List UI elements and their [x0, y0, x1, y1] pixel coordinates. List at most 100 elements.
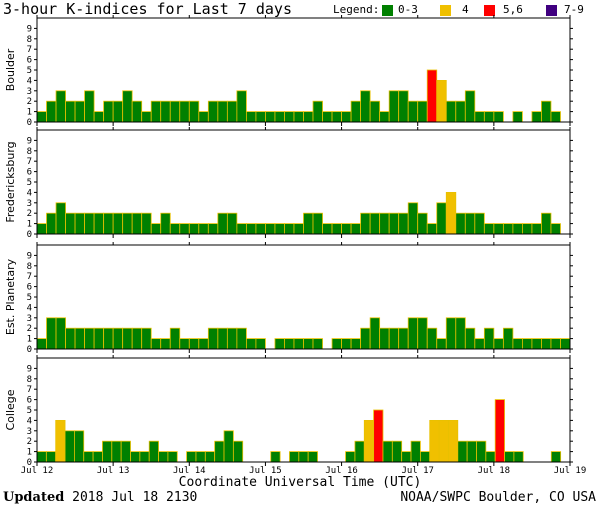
bar — [237, 224, 247, 234]
bar — [541, 213, 551, 234]
bar — [104, 213, 114, 234]
bar — [361, 328, 371, 349]
bar — [65, 431, 74, 462]
bar — [408, 101, 418, 122]
bar — [85, 213, 95, 234]
bar — [284, 339, 294, 349]
bar — [131, 452, 140, 462]
bar — [275, 339, 285, 349]
y-tick-label: 1 — [27, 448, 32, 458]
y-tick-label: 5 — [27, 406, 32, 416]
bar — [370, 101, 380, 122]
bar — [189, 339, 199, 349]
bar — [85, 91, 95, 122]
bar — [47, 318, 57, 349]
bar — [361, 213, 371, 234]
y-tick-label: 5 — [27, 66, 32, 76]
y-tick-label: 2 — [27, 324, 32, 334]
bar — [246, 339, 256, 349]
bar — [47, 213, 57, 234]
y-tick-label: 3 — [27, 427, 32, 437]
bar — [66, 328, 76, 349]
bar — [332, 339, 342, 349]
bar — [446, 318, 456, 349]
bar — [112, 441, 121, 462]
bar — [37, 224, 47, 234]
bar — [532, 339, 542, 349]
bar — [284, 224, 294, 234]
y-tick-label: 5 — [27, 293, 32, 303]
bar — [37, 112, 47, 122]
bar — [513, 224, 523, 234]
bar — [132, 328, 142, 349]
bar — [342, 112, 352, 122]
bar — [187, 452, 196, 462]
bar — [256, 224, 266, 234]
bar — [170, 328, 180, 349]
bar — [513, 112, 523, 122]
bar — [170, 101, 180, 122]
bar — [161, 101, 171, 122]
bar — [465, 91, 475, 122]
bar — [256, 112, 266, 122]
bar — [180, 101, 190, 122]
footer-updated: Updated 2018 Jul 18 2130 — [3, 490, 197, 505]
bar — [75, 213, 85, 234]
y-tick-label: 2 — [27, 97, 32, 107]
bar — [484, 112, 494, 122]
bar — [246, 112, 256, 122]
bar — [94, 328, 104, 349]
bar — [408, 203, 418, 234]
bar — [560, 339, 570, 349]
y-tick-label: 9 — [27, 136, 32, 146]
bar — [218, 101, 228, 122]
bar — [104, 328, 114, 349]
bar — [399, 328, 409, 349]
updated-value: 2018 Jul 18 2130 — [72, 490, 197, 505]
bar — [180, 224, 190, 234]
bar — [218, 213, 228, 234]
bar — [199, 339, 209, 349]
bar — [237, 328, 247, 349]
y-tick-label: 8 — [27, 35, 32, 45]
bar — [364, 420, 373, 462]
bar — [113, 101, 123, 122]
bar — [513, 339, 523, 349]
bar — [475, 112, 485, 122]
bar — [159, 452, 168, 462]
bar — [313, 213, 323, 234]
bar — [294, 112, 304, 122]
bar — [66, 213, 76, 234]
y-tick-label: 9 — [27, 251, 32, 261]
bar — [294, 339, 304, 349]
bar — [265, 224, 275, 234]
bar — [113, 213, 123, 234]
bar — [402, 452, 411, 462]
bar — [332, 224, 342, 234]
bar — [427, 70, 437, 122]
bar — [541, 339, 551, 349]
bar — [420, 452, 429, 462]
bar — [380, 328, 390, 349]
bar — [399, 213, 409, 234]
bar — [227, 101, 237, 122]
bar — [180, 339, 190, 349]
bar — [476, 441, 485, 462]
y-tick-label: 6 — [27, 56, 32, 66]
bar — [170, 224, 180, 234]
bar — [75, 328, 85, 349]
bar — [408, 318, 418, 349]
bar — [233, 441, 242, 462]
y-tick-label: 9 — [27, 24, 32, 34]
y-tick-label: 1 — [27, 220, 32, 230]
bar — [399, 91, 409, 122]
bar — [227, 328, 237, 349]
y-tick-label: 8 — [27, 262, 32, 272]
bar — [161, 213, 171, 234]
bar — [522, 224, 532, 234]
y-tick-label: 7 — [27, 385, 32, 395]
bar — [418, 318, 428, 349]
bar — [437, 80, 447, 122]
bar — [294, 224, 304, 234]
bar — [304, 339, 314, 349]
